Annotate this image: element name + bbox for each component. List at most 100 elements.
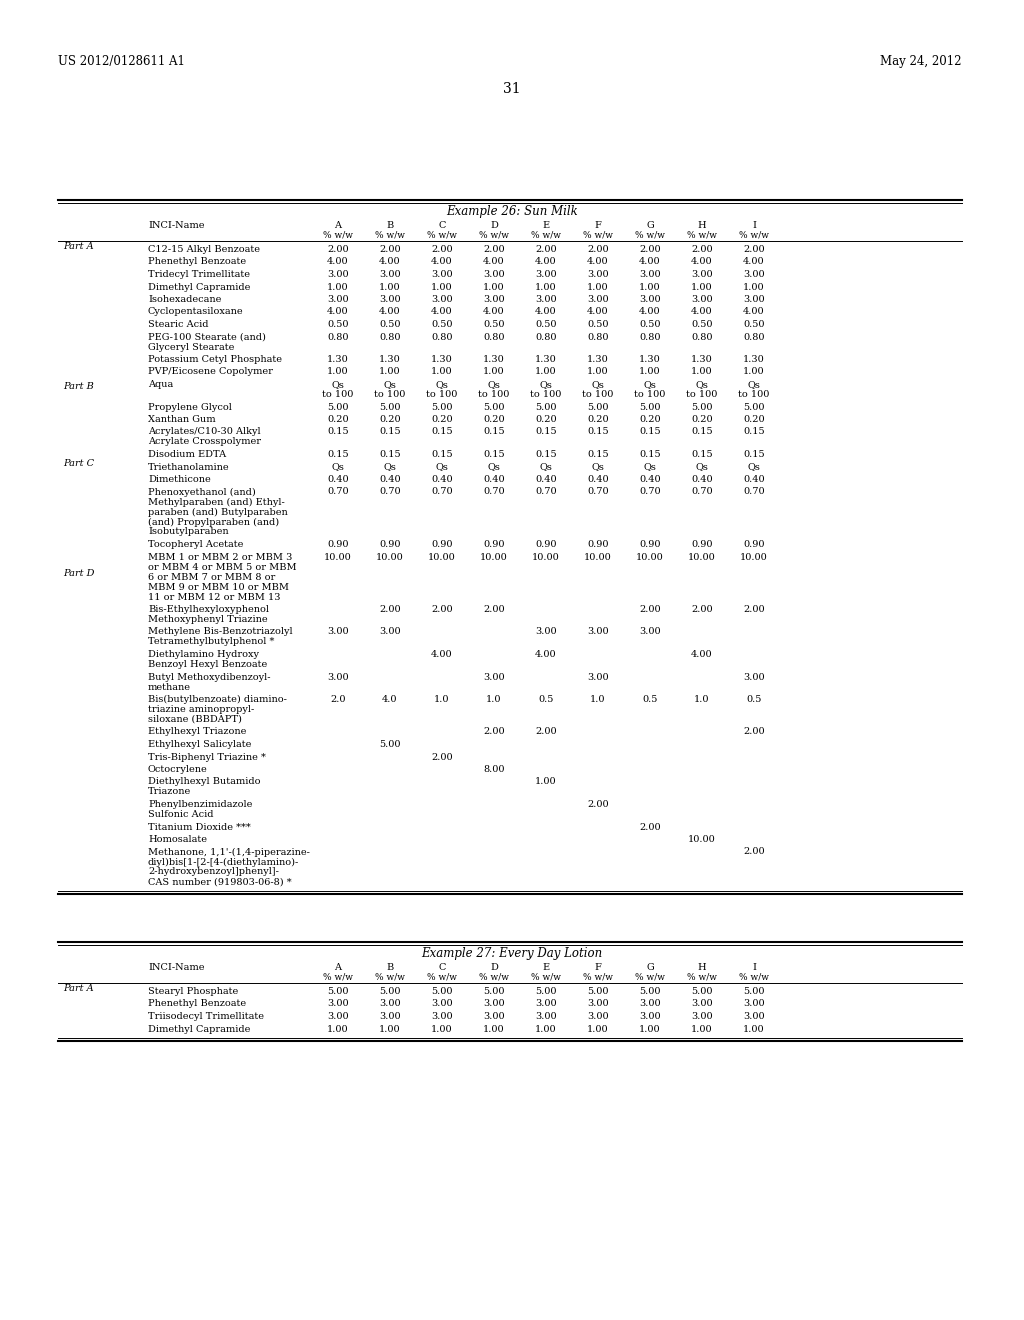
Text: Benzoyl Hexyl Benzoate: Benzoyl Hexyl Benzoate	[148, 660, 267, 669]
Text: MBM 9 or MBM 10 or MBM: MBM 9 or MBM 10 or MBM	[148, 582, 289, 591]
Text: 3.00: 3.00	[536, 294, 557, 304]
Text: 3.00: 3.00	[639, 1012, 660, 1020]
Text: Homosalate: Homosalate	[148, 836, 207, 843]
Text: I: I	[752, 964, 756, 972]
Text: Qs: Qs	[435, 380, 449, 389]
Text: 31: 31	[503, 82, 521, 96]
Text: to 100: to 100	[583, 389, 613, 399]
Text: 10.00: 10.00	[376, 553, 403, 561]
Text: diyl)bis[1-[2-[4-(diethylamino)-: diyl)bis[1-[2-[4-(diethylamino)-	[148, 858, 299, 867]
Text: 3.00: 3.00	[431, 271, 453, 279]
Text: 1.00: 1.00	[691, 1024, 713, 1034]
Text: 0.15: 0.15	[483, 450, 505, 459]
Text: 0.50: 0.50	[639, 319, 660, 329]
Text: 1.00: 1.00	[379, 282, 400, 292]
Text: 3.00: 3.00	[743, 294, 765, 304]
Text: 0.40: 0.40	[639, 475, 660, 484]
Text: 2.00: 2.00	[431, 246, 453, 253]
Text: Qs: Qs	[384, 380, 396, 389]
Text: Octocrylene: Octocrylene	[148, 766, 208, 774]
Text: 5.00: 5.00	[691, 987, 713, 997]
Text: I: I	[752, 220, 756, 230]
Text: 0.15: 0.15	[328, 428, 349, 437]
Text: Qs: Qs	[592, 380, 604, 389]
Text: 3.00: 3.00	[431, 294, 453, 304]
Text: Qs: Qs	[592, 462, 604, 471]
Text: % w/w: % w/w	[375, 230, 406, 239]
Text: 0.80: 0.80	[328, 333, 349, 342]
Text: 1.30: 1.30	[327, 355, 349, 364]
Text: 1.00: 1.00	[483, 1024, 505, 1034]
Text: Acrylates/C10-30 Alkyl: Acrylates/C10-30 Alkyl	[148, 428, 261, 437]
Text: Methoxyphenyl Triazine: Methoxyphenyl Triazine	[148, 615, 267, 624]
Text: 0.90: 0.90	[639, 540, 660, 549]
Text: 0.70: 0.70	[431, 487, 453, 496]
Text: % w/w: % w/w	[583, 230, 613, 239]
Text: 4.00: 4.00	[431, 308, 453, 317]
Text: to 100: to 100	[375, 389, 406, 399]
Text: 3.00: 3.00	[639, 294, 660, 304]
Text: to 100: to 100	[634, 389, 666, 399]
Text: 3.00: 3.00	[587, 672, 609, 681]
Text: 3.00: 3.00	[328, 1012, 349, 1020]
Text: 10.00: 10.00	[532, 553, 560, 561]
Text: 1.00: 1.00	[536, 777, 557, 787]
Text: % w/w: % w/w	[739, 230, 769, 239]
Text: A: A	[335, 220, 341, 230]
Text: Part A: Part A	[63, 242, 93, 251]
Text: 4.00: 4.00	[431, 649, 453, 659]
Text: 0.5: 0.5	[642, 696, 657, 704]
Text: 3.00: 3.00	[587, 627, 609, 636]
Text: 1.30: 1.30	[536, 355, 557, 364]
Text: 1.0: 1.0	[590, 696, 606, 704]
Text: Example 26: Sun Milk: Example 26: Sun Milk	[446, 205, 578, 218]
Text: 5.00: 5.00	[587, 987, 608, 997]
Text: 1.00: 1.00	[483, 282, 505, 292]
Text: Tris-Biphenyl Triazine *: Tris-Biphenyl Triazine *	[148, 752, 266, 762]
Text: 4.00: 4.00	[379, 308, 400, 317]
Text: 2.00: 2.00	[536, 727, 557, 737]
Text: triazine aminopropyl-: triazine aminopropyl-	[148, 705, 254, 714]
Text: 1.0: 1.0	[486, 696, 502, 704]
Text: 2.00: 2.00	[431, 752, 453, 762]
Text: 2.00: 2.00	[587, 246, 609, 253]
Text: Part D: Part D	[63, 569, 94, 578]
Text: 10.00: 10.00	[325, 553, 352, 561]
Text: 1.30: 1.30	[379, 355, 400, 364]
Text: 4.00: 4.00	[536, 308, 557, 317]
Text: Example 27: Every Day Lotion: Example 27: Every Day Lotion	[421, 946, 603, 960]
Text: 1.00: 1.00	[639, 282, 660, 292]
Text: % w/w: % w/w	[687, 230, 717, 239]
Text: 0.80: 0.80	[431, 333, 453, 342]
Text: 0.15: 0.15	[431, 450, 453, 459]
Text: 0.20: 0.20	[328, 414, 349, 424]
Text: 4.00: 4.00	[483, 257, 505, 267]
Text: 3.00: 3.00	[743, 1012, 765, 1020]
Text: 1.00: 1.00	[328, 367, 349, 376]
Text: 5.00: 5.00	[431, 987, 453, 997]
Text: 3.00: 3.00	[328, 672, 349, 681]
Text: Bis(butylbenzoate) diamino-: Bis(butylbenzoate) diamino-	[148, 696, 287, 704]
Text: 2.00: 2.00	[483, 605, 505, 614]
Text: 0.20: 0.20	[483, 414, 505, 424]
Text: 0.50: 0.50	[536, 319, 557, 329]
Text: 3.00: 3.00	[328, 294, 349, 304]
Text: 1.00: 1.00	[431, 282, 453, 292]
Text: 3.00: 3.00	[639, 627, 660, 636]
Text: siloxane (BBDAPT): siloxane (BBDAPT)	[148, 715, 242, 723]
Text: % w/w: % w/w	[635, 230, 665, 239]
Text: % w/w: % w/w	[323, 230, 353, 239]
Text: 5.00: 5.00	[536, 403, 557, 412]
Text: 3.00: 3.00	[483, 999, 505, 1008]
Text: to 100: to 100	[478, 389, 510, 399]
Text: 2.00: 2.00	[639, 822, 660, 832]
Text: 10.00: 10.00	[584, 553, 612, 561]
Text: Phenylbenzimidazole: Phenylbenzimidazole	[148, 800, 252, 809]
Text: 3.00: 3.00	[587, 271, 609, 279]
Text: 2-hydroxybenzoyl]phenyl]-: 2-hydroxybenzoyl]phenyl]-	[148, 867, 279, 876]
Text: 0.50: 0.50	[587, 319, 608, 329]
Text: 4.00: 4.00	[691, 257, 713, 267]
Text: Qs: Qs	[332, 462, 344, 471]
Text: % w/w: % w/w	[583, 972, 613, 981]
Text: 10.00: 10.00	[688, 836, 716, 843]
